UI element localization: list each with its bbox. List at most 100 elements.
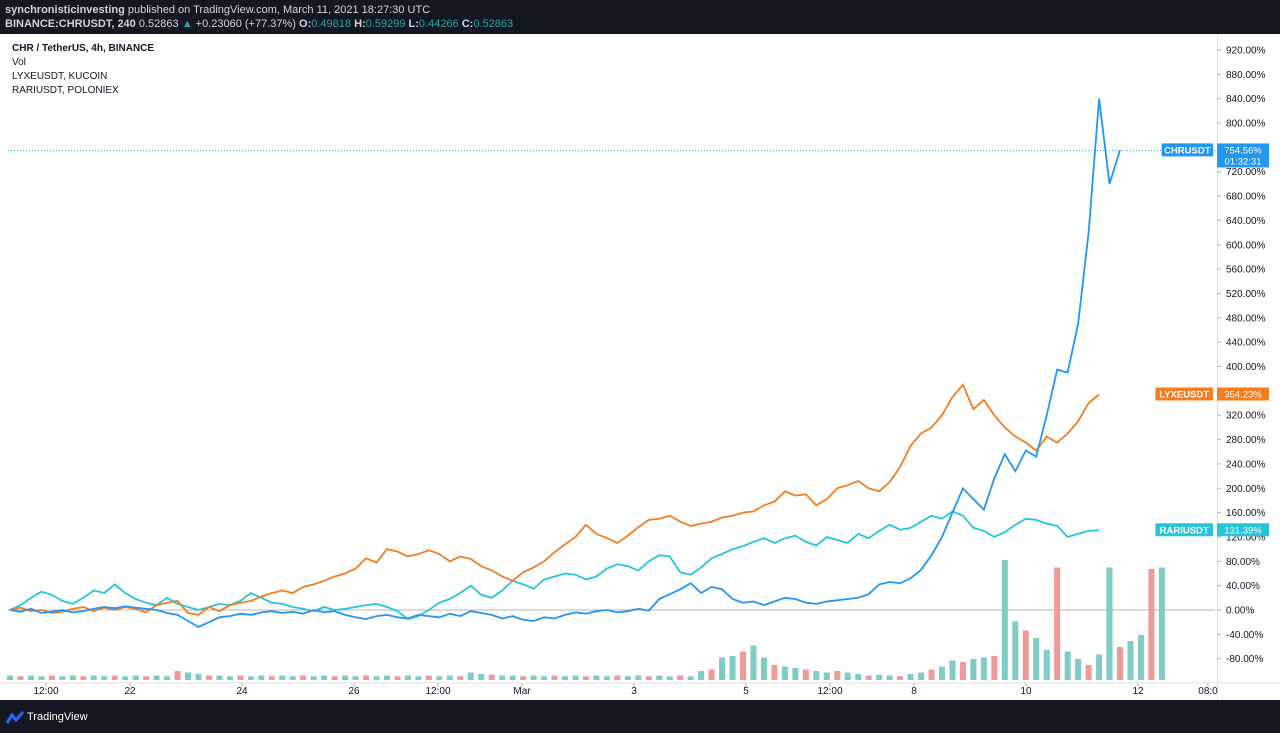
volume-bar bbox=[802, 669, 809, 680]
volume-bar bbox=[467, 672, 474, 680]
price-change: +0.23060 (+77.37%) bbox=[195, 18, 296, 30]
publish-line: synchronisticinvesting published on Trad… bbox=[5, 4, 430, 16]
volume-bar bbox=[834, 671, 841, 680]
volume-bar bbox=[436, 676, 443, 680]
y-tick-label: 840.00% bbox=[1226, 94, 1266, 105]
legend-rari[interactable]: RARIUSDT, POLONIEX bbox=[12, 85, 119, 96]
volume-bar bbox=[48, 675, 55, 680]
rari-line bbox=[9, 510, 1100, 621]
volume-bar bbox=[886, 675, 893, 680]
y-tick-label: 800.00% bbox=[1226, 119, 1266, 130]
volume-bar bbox=[457, 676, 464, 680]
legend-lyxe[interactable]: LYXEUSDT, KUCOIN bbox=[12, 71, 108, 82]
y-tick-label: 600.00% bbox=[1226, 240, 1266, 251]
volume-bar bbox=[991, 656, 998, 680]
change-triangle-icon: ▲ bbox=[181, 18, 193, 30]
y-tick-label: 920.00% bbox=[1226, 46, 1266, 57]
volume-bar bbox=[698, 671, 705, 680]
rari-tag-name: RARIUSDT bbox=[1160, 525, 1209, 536]
y-tick-label: 720.00% bbox=[1226, 167, 1266, 178]
y-tick-label: 640.00% bbox=[1226, 216, 1266, 227]
close-label: C: bbox=[461, 18, 474, 30]
legend-volume[interactable]: Vol bbox=[12, 57, 26, 68]
volume-bar bbox=[593, 675, 600, 680]
y-tick-label: 280.00% bbox=[1226, 435, 1266, 446]
low-label: L: bbox=[408, 18, 419, 30]
volume-bar bbox=[530, 675, 537, 680]
volume-bar bbox=[520, 676, 527, 680]
rari-tag-value-bg bbox=[1217, 523, 1269, 537]
volume-bar bbox=[938, 666, 945, 680]
y-tick-label: 0.00% bbox=[1226, 606, 1254, 617]
y-tick-label: 400.00% bbox=[1226, 362, 1266, 373]
volume-bar bbox=[813, 671, 820, 680]
high-label: H: bbox=[354, 18, 366, 30]
volume-bar bbox=[38, 676, 45, 680]
symbol-label: BINANCE:CHRUSDT, 240 bbox=[5, 18, 136, 30]
volume-bar bbox=[855, 674, 862, 680]
volume-bar bbox=[719, 657, 726, 680]
x-tick-label: 24 bbox=[236, 686, 248, 697]
rari-tag-name-bg bbox=[1155, 523, 1213, 537]
x-tick-label: Mar bbox=[513, 686, 531, 697]
publish-header: synchronisticinvesting published on Trad… bbox=[0, 0, 1280, 34]
legend-main-series[interactable]: CHR / TetherUS, 4h, BINANCE bbox=[12, 43, 155, 54]
y-tick-label: 880.00% bbox=[1226, 70, 1266, 81]
volume-bar bbox=[164, 676, 171, 680]
y-tick-label: 240.00% bbox=[1226, 459, 1266, 470]
y-tick-label: 320.00% bbox=[1226, 411, 1266, 422]
volume-bar bbox=[1022, 630, 1029, 680]
last-price: 0.52863 bbox=[138, 18, 179, 30]
volume-bar bbox=[792, 668, 799, 680]
volume-bar bbox=[1096, 654, 1103, 680]
volume-bar bbox=[666, 676, 673, 680]
chart-legend: CHR / TetherUS, 4h, BINANCE Vol LYXEUSDT… bbox=[12, 42, 154, 98]
volume-bar bbox=[823, 672, 830, 680]
volume-bar bbox=[1158, 567, 1165, 680]
close-value: 0.52863 bbox=[473, 18, 514, 30]
tradingview-logo-icon bbox=[6, 711, 24, 724]
volume-bar bbox=[635, 675, 642, 680]
volume-bar bbox=[174, 671, 181, 680]
published-text: published on TradingView.com, March 11, … bbox=[127, 4, 431, 16]
volume-bar bbox=[1148, 569, 1155, 680]
volume-bar bbox=[1033, 638, 1040, 680]
volume-bar bbox=[216, 675, 223, 680]
volume-bar bbox=[656, 675, 663, 680]
chr-tag-name: CHRUSDT bbox=[1164, 145, 1211, 156]
y-tick-label: 80.00% bbox=[1226, 557, 1260, 568]
x-tick-label: 12 bbox=[1132, 686, 1144, 697]
volume-bar bbox=[373, 676, 380, 680]
volume-bar bbox=[195, 674, 202, 680]
volume-bar bbox=[27, 675, 34, 680]
volume-bar bbox=[509, 675, 516, 680]
footer-brand[interactable]: TradingView bbox=[27, 711, 88, 723]
x-tick-label: 8 bbox=[911, 686, 917, 697]
chr-line bbox=[9, 98, 1121, 629]
volume-bar bbox=[1127, 641, 1134, 680]
volume-bar bbox=[740, 651, 747, 680]
volume-bar bbox=[425, 675, 432, 680]
volume-bar bbox=[551, 675, 558, 680]
chr-tag-value: 754.56% bbox=[1224, 145, 1262, 156]
volume-bar bbox=[645, 676, 652, 680]
volume-bar bbox=[69, 675, 76, 680]
publisher-name[interactable]: synchronisticinvesting bbox=[5, 4, 125, 16]
volume-bar bbox=[687, 676, 694, 680]
lyxe-tag-name-bg bbox=[1155, 387, 1213, 401]
y-tick-label: 560.00% bbox=[1226, 265, 1266, 276]
volume-bar bbox=[499, 675, 506, 680]
y-tick-label: 120.00% bbox=[1226, 532, 1266, 543]
y-tick-label: -40.00% bbox=[1226, 630, 1263, 641]
lyxe-line bbox=[9, 383, 1100, 616]
y-tick-label: 680.00% bbox=[1226, 192, 1266, 203]
volume-bar bbox=[624, 676, 631, 680]
x-tick-label: 26 bbox=[348, 686, 360, 697]
volume-bar bbox=[122, 676, 129, 680]
volume-bar bbox=[352, 676, 359, 680]
y-tick-label: -80.00% bbox=[1226, 654, 1263, 665]
volume-bar bbox=[321, 675, 328, 680]
volume-bars bbox=[7, 560, 1165, 680]
volume-bar bbox=[970, 659, 977, 680]
